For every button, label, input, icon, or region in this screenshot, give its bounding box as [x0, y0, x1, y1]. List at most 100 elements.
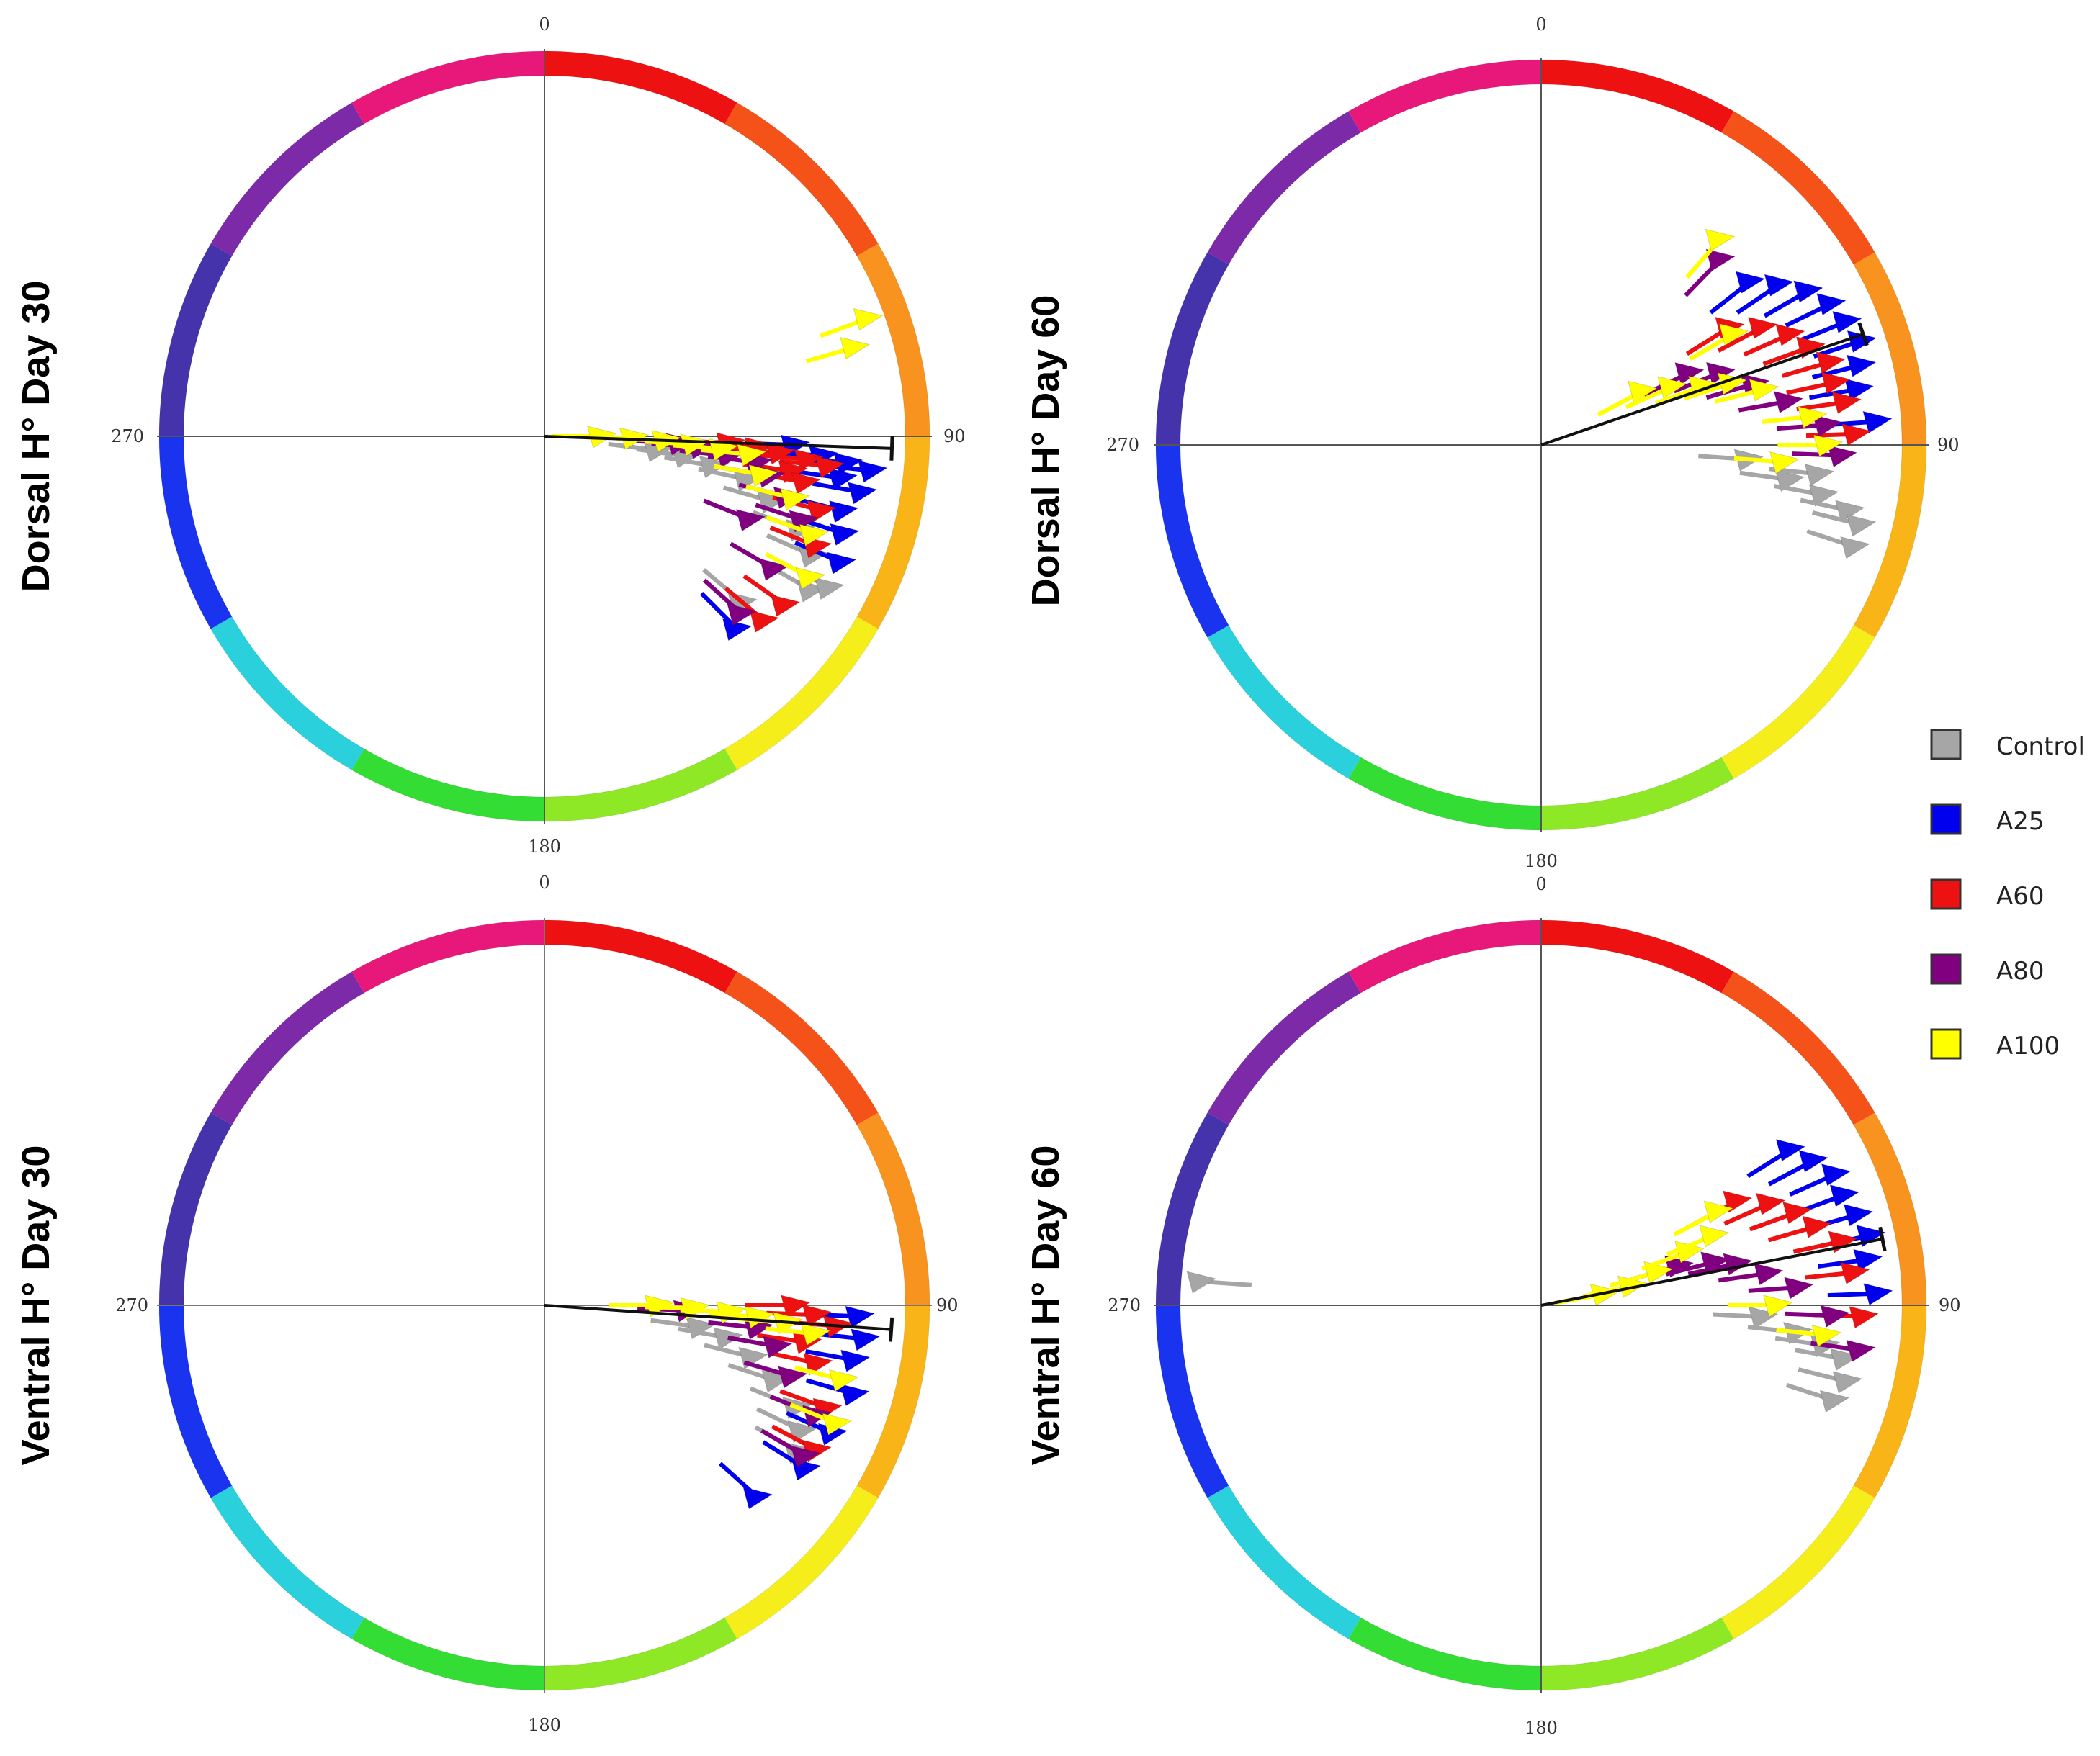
data-points: [1186, 1138, 1894, 1413]
panel-dorsal-day60: 0 90 180 270 Dorsal H° Day 60: [1024, 14, 1960, 871]
data-point-a25: [1846, 354, 1877, 377]
tick-label-right: 90: [943, 426, 966, 446]
tick-label-bottom: 180: [528, 837, 561, 857]
data-points: [551, 307, 888, 641]
hue-ring-segment: [1721, 1485, 1875, 1639]
data-point-a100: [1797, 405, 1828, 429]
hue-ring-segment: [544, 1617, 737, 1690]
hue-ring-segment: [856, 243, 930, 437]
data-point-a25: [1844, 378, 1875, 401]
data-point-a80: [1753, 1262, 1784, 1286]
data-point-a25: [1829, 1184, 1860, 1207]
data-point-a60: [1722, 1190, 1753, 1213]
hue-ring-segment: [159, 243, 233, 437]
data-point-a80: [790, 1445, 821, 1468]
hue-ring-segment: [544, 748, 737, 821]
mean-vector: [544, 1304, 894, 1342]
data-point-control: [1846, 514, 1877, 537]
data-point-control: [815, 577, 845, 600]
hue-ring-segment: [1721, 111, 1875, 265]
tick-label-left: 270: [1108, 1295, 1141, 1315]
data-point-a80: [777, 1366, 808, 1389]
data-point-a100: [1762, 1295, 1793, 1318]
hue-ring-segment: [1721, 971, 1875, 1125]
tick-label-left: 270: [111, 426, 144, 446]
data-point-a80: [1783, 1277, 1814, 1300]
data-point-a60: [1821, 372, 1852, 395]
hue-ring-segment: [1540, 757, 1734, 830]
data-point-a100: [1749, 379, 1780, 402]
hue-ring-segment: [724, 1485, 879, 1639]
hue-ring-segment: [1853, 1112, 1926, 1306]
tick-label-right: 90: [1939, 1295, 1961, 1315]
data-point-a100: [800, 1323, 831, 1346]
data-point-a25: [847, 482, 878, 505]
hue-ring-segment: [351, 748, 545, 821]
hue-ring-segment: [1156, 444, 1229, 638]
data-point-a60: [1841, 423, 1872, 446]
data-point-a25: [857, 460, 888, 483]
hue-ring: [1155, 919, 1927, 1691]
data-point-a100: [1699, 1225, 1730, 1248]
legend-swatch-a60: [1930, 878, 1962, 910]
data-point-a80: [1820, 1305, 1851, 1328]
legend-label-a100: A100: [1996, 1032, 2060, 1061]
data-point-a25: [845, 1305, 876, 1329]
data-point-a60: [1840, 1261, 1871, 1284]
data-point-a80: [735, 508, 766, 532]
data-point-a60: [807, 500, 838, 523]
legend-item-a60: A60: [1930, 878, 2045, 911]
data-point-a100: [1811, 1324, 1842, 1348]
data-point-a100: [1718, 323, 1749, 346]
hue-ring-segment: [1348, 920, 1542, 994]
tick-label-bottom: 180: [1525, 1718, 1558, 1738]
hue-ring-segment: [1853, 1305, 1926, 1498]
data-point-a80: [1846, 1339, 1877, 1363]
hue-ring-segment: [1207, 1485, 1361, 1639]
data-point-a25: [1735, 271, 1766, 294]
legend-label-a80: A80: [1996, 957, 2045, 986]
panel-title: Ventral H° Day 30: [14, 1145, 58, 1466]
hue-ring-segment: [1207, 971, 1361, 1125]
data-point-a25: [826, 551, 857, 575]
data-point-a60: [815, 455, 845, 479]
hue-ring-segment: [351, 51, 545, 125]
panel-title: Ventral H° Day 60: [1024, 1145, 1067, 1466]
tick-label-top: 0: [1535, 874, 1546, 894]
tick-label-top: 0: [539, 14, 549, 35]
panel-title: Dorsal H° Day 60: [1024, 295, 1067, 607]
data-point-a25: [827, 467, 858, 491]
tick-label-left: 270: [1106, 435, 1139, 455]
tick-label-bottom: 180: [1525, 851, 1558, 871]
data-point-a100: [799, 523, 830, 547]
legend-item-a100: A100: [1930, 1028, 2060, 1061]
mean-vector-line: [1540, 1237, 1883, 1307]
legend-item-a80: A80: [1930, 953, 2045, 986]
hue-ring-segment: [1721, 625, 1875, 779]
hue-ring-segment: [210, 1485, 364, 1639]
hue-ring-segment: [856, 436, 930, 629]
data-point-a25: [1832, 310, 1863, 334]
mean-vector: [544, 435, 894, 461]
hue-ring-segment: [856, 1305, 930, 1498]
panel-ventral-day60: 0 90 180 270 Ventral H° Day 60: [1024, 874, 1961, 1738]
data-point-a60: [749, 610, 780, 633]
legend-item-a25: A25: [1930, 803, 2045, 836]
hue-ring-segment: [1348, 757, 1542, 830]
hue-ring-segment: [724, 616, 879, 770]
hue-ring-segment: [210, 616, 364, 770]
mean-vector-error-bar: [1857, 322, 1869, 346]
hue-ring-segment: [1207, 625, 1361, 779]
data-point-a25: [1862, 410, 1893, 434]
data-point-control: [1832, 1371, 1863, 1394]
tick-label-top: 0: [1535, 14, 1546, 35]
data-point-a100: [822, 1413, 853, 1436]
legend-label-a60: A60: [1996, 882, 2045, 911]
hue-ring-segment: [159, 436, 233, 629]
data-point-a25: [840, 1383, 871, 1407]
data-point-a100: [828, 1369, 859, 1392]
data-point-a60: [1748, 316, 1779, 340]
data-point-a25: [830, 523, 861, 546]
data-point-control: [1840, 536, 1870, 559]
